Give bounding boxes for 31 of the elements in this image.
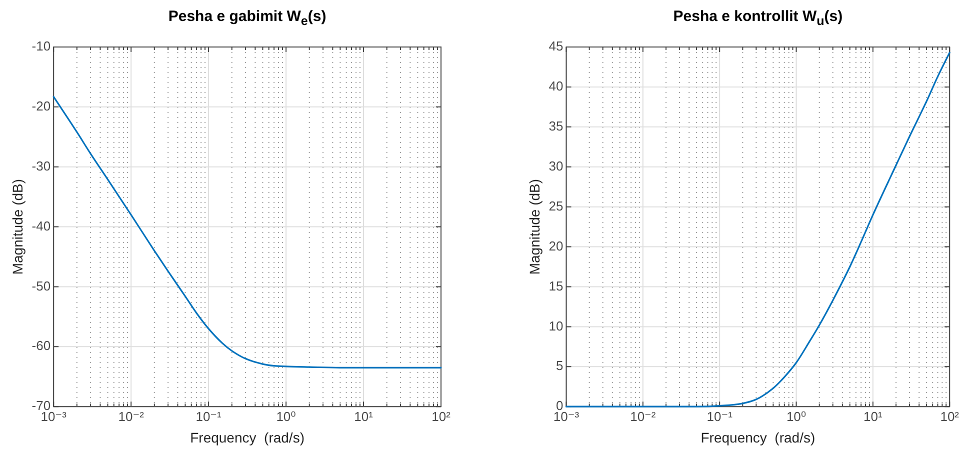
x-tick-label: 10²	[432, 408, 452, 424]
y-tick-label: 35	[548, 118, 564, 134]
x-tick-label: 10¹	[354, 408, 374, 424]
x-tick-label: 10⁻²	[630, 408, 656, 424]
y-axis-title: Magnitude (dB)	[9, 178, 26, 275]
y-axis-title: Magnitude (dB)	[526, 178, 542, 275]
x-tick-label: 10⁻¹	[196, 408, 222, 424]
x-axis-title: Frequency (rad/s)	[190, 429, 304, 446]
y-tick-label: 30	[548, 158, 564, 174]
y-tick-label: -20	[32, 98, 51, 114]
y-tick-label: -50	[32, 278, 51, 294]
y-tick-label: -10	[32, 38, 51, 54]
chart-title: Pesha e gabimit W$_{e}$(s)	[168, 8, 326, 28]
y-tick-label: 15	[548, 278, 564, 294]
x-tick-label: 10²	[940, 408, 960, 424]
y-tick-label: 25	[548, 198, 564, 214]
x-axis-title: Frequency (rad/s)	[700, 429, 816, 446]
y-tick-label: 10	[548, 318, 564, 334]
x-tick-label: 10⁻¹	[706, 408, 734, 424]
x-tick-label: 10¹	[864, 408, 883, 424]
x-tick-label: 10⁻²	[118, 408, 145, 424]
y-tick-label: -60	[32, 338, 51, 354]
y-tick-label: 40	[548, 78, 564, 94]
x-tick-label: 10⁰	[276, 408, 296, 424]
y-tick-label: 20	[548, 238, 564, 254]
y-tick-label: 45	[548, 38, 564, 54]
y-tick-label: 5	[556, 358, 564, 374]
chart-title: Pesha e kontrollit W$_{u}$(s)	[673, 8, 843, 28]
y-tick-label: -40	[32, 218, 51, 234]
y-tick-label: -30	[32, 158, 51, 174]
x-tick-label: 10⁰	[786, 408, 806, 424]
